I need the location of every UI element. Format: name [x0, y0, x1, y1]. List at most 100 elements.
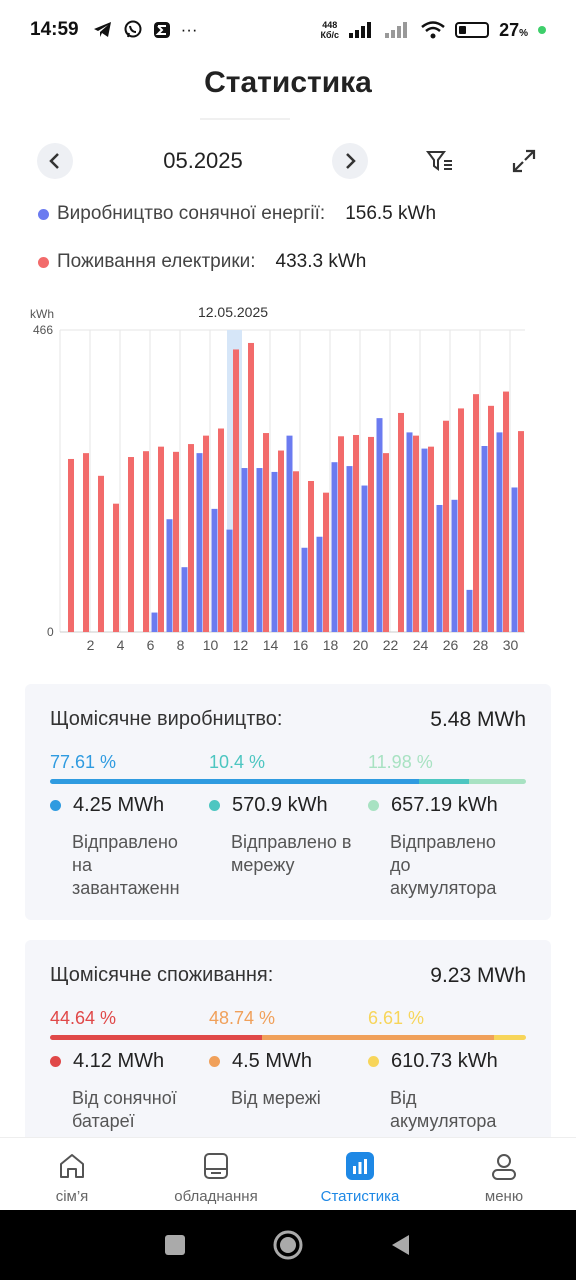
consumption-title: Щомісячне споживання: [50, 964, 274, 986]
production-item-grid: 570.9 kWh Відправлено в мережу [209, 794, 359, 877]
consumption-item-solar: 4.12 MWh Від сонячної батареї [50, 1050, 200, 1133]
share-segment-2 [468, 779, 526, 784]
next-month-button[interactable] [332, 143, 368, 179]
bar-solar [481, 446, 488, 632]
bar-consumption [413, 435, 419, 632]
filter-icon [426, 151, 452, 171]
bar-solar [406, 432, 413, 632]
production-grid-label: Відправлено в мережу [231, 832, 352, 875]
bar-consumption [173, 451, 179, 632]
home-button-icon[interactable] [272, 1229, 304, 1261]
bar-consumption [338, 436, 344, 632]
status-bar: 14:59 ··· 448 Кб/с 27% [0, 0, 576, 60]
consumption-item-grid: 4.5 MWh Від мережі [209, 1050, 359, 1110]
y-tick-zero: 0 [47, 625, 54, 639]
bar-consumption [263, 433, 269, 632]
battery-icon [455, 22, 490, 38]
nav-statistics[interactable]: Статистика [288, 1138, 432, 1210]
production-pct-load: 77.61 % [50, 752, 117, 772]
consumption-value: 433.3 kWh [275, 251, 367, 272]
x-tick-label: 10 [203, 637, 219, 653]
production-title: Щомісячне виробництво: [50, 708, 283, 730]
bar-solar [466, 589, 473, 632]
bar-consumption [398, 412, 404, 632]
bar-consumption [353, 434, 359, 632]
consumption-item-battery: 610.73 kWh Від акумулятора [368, 1050, 518, 1133]
consumption-solar-value: 4.12 MWh [73, 1050, 165, 1072]
nav-menu[interactable]: меню [432, 1138, 576, 1210]
nav-family[interactable]: сім’я [0, 1138, 144, 1210]
bar-consumption [503, 391, 509, 632]
bar-consumption [308, 481, 314, 632]
filter-button[interactable] [424, 145, 456, 177]
sigma-icon [153, 22, 170, 38]
solar-dot [38, 208, 49, 220]
x-tick-label: 6 [147, 637, 155, 653]
battery-dot [368, 800, 379, 811]
production-share-bar [50, 779, 526, 784]
android-nav-bar [0, 1210, 576, 1280]
consumption-label: Поживання електрики: [57, 251, 256, 272]
bar-solar [286, 435, 293, 632]
bar-solar [256, 468, 263, 632]
back-icon[interactable] [389, 1233, 413, 1257]
nav-family-label: сім’я [55, 1188, 89, 1205]
consumption-solar-label: Від сонячної батареї [72, 1088, 177, 1131]
page-title: Статистика [204, 66, 372, 99]
solar-value: 156.5 kWh [345, 203, 437, 224]
status-time: 14:59 [30, 19, 79, 40]
battery-percent: 27% [499, 19, 528, 40]
production-load-label: Відправлено на завантаженн [72, 832, 180, 898]
x-tick-label: 22 [383, 637, 399, 653]
production-grid-value: 570.9 kWh [232, 794, 328, 816]
share-segment-1 [419, 779, 469, 784]
x-tick-label: 20 [353, 637, 369, 653]
solar-src-dot [50, 1056, 61, 1067]
bar-consumption [443, 420, 449, 632]
nav-devices[interactable]: обладнання [144, 1138, 288, 1210]
nav-devices-label: обладнання [174, 1188, 258, 1205]
bar-solar [331, 462, 338, 632]
bar-solar [301, 547, 308, 632]
bar-consumption [143, 451, 149, 632]
bar-consumption [293, 471, 299, 632]
consumption-share-bar [50, 1035, 526, 1040]
bar-consumption [188, 444, 194, 632]
x-tick-label: 28 [473, 637, 489, 653]
daily-energy-chart[interactable]: kWh 466 0 12.05.2025 2 4 6 8 10 12 14 16 18 20 22 24 26 2… [0, 300, 576, 660]
consumption-pct-grid: 48.74 % [209, 1008, 276, 1028]
prev-month-button[interactable] [37, 143, 73, 179]
period-label[interactable]: 05.2025 [163, 148, 243, 173]
nav-menu-label: меню [484, 1188, 524, 1205]
share-segment-2 [494, 1035, 526, 1040]
bar-consumption [383, 453, 389, 632]
legend-solar: Виробництво сонячної енергії: 156.5 kWh [38, 203, 436, 225]
x-tick-label: 24 [413, 637, 429, 653]
fullscreen-button[interactable] [508, 145, 540, 177]
bar-consumption [233, 349, 239, 632]
production-item-battery: 657.19 kWh Відправлено до акумулятора [368, 794, 518, 900]
bar-consumption [158, 446, 164, 632]
bar-consumption [203, 435, 209, 632]
x-tick-label: 2 [87, 637, 95, 653]
network-speed: 448 Кб/с [321, 20, 340, 40]
bar-solar [166, 519, 173, 632]
bar-consumption [98, 475, 104, 632]
chevron-right-icon [346, 153, 356, 169]
tooltip-date: 12.05.2025 [198, 304, 268, 320]
recents-icon[interactable] [163, 1233, 187, 1257]
production-pct-grid: 10.4 % [209, 752, 266, 772]
bar-consumption [248, 342, 254, 632]
consumption-battery-label: Від акумулятора [390, 1088, 497, 1131]
bar-consumption [458, 408, 464, 632]
home-icon [60, 1154, 84, 1178]
bar-consumption [428, 446, 434, 632]
production-battery-value: 657.19 kWh [391, 794, 498, 816]
x-tick-label: 18 [323, 637, 339, 653]
wifi-icon [421, 21, 445, 39]
share-segment-1 [262, 1035, 495, 1040]
solar-label: Виробництво сонячної енергії: [57, 203, 326, 224]
bar-solar [346, 466, 353, 632]
x-tick-label: 12 [233, 637, 249, 653]
chevron-left-icon [49, 153, 59, 169]
